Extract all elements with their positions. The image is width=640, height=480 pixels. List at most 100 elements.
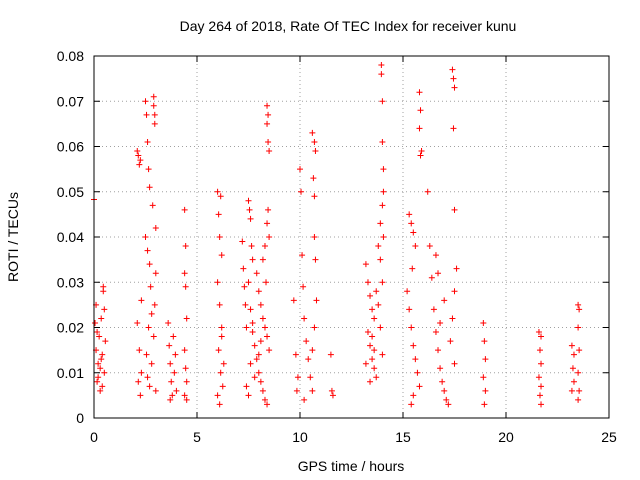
data-point xyxy=(266,234,273,240)
data-point xyxy=(182,365,189,372)
data-point xyxy=(255,369,262,376)
data-point xyxy=(570,378,577,385)
data-point xyxy=(369,306,376,313)
data-point xyxy=(101,369,108,376)
data-point xyxy=(150,333,157,340)
data-point xyxy=(437,365,444,372)
data-point xyxy=(409,265,416,272)
data-point xyxy=(294,374,301,381)
data-point xyxy=(576,347,583,354)
data-point xyxy=(443,396,450,403)
data-point xyxy=(406,211,413,218)
data-point xyxy=(99,351,106,358)
data-point xyxy=(137,392,144,399)
data-point xyxy=(538,360,545,367)
data-point xyxy=(576,387,583,394)
data-point xyxy=(453,265,460,272)
data-point xyxy=(309,387,316,394)
data-point xyxy=(418,148,425,155)
data-point xyxy=(293,387,300,394)
data-point xyxy=(245,197,252,204)
y-tick-label: 0.03 xyxy=(57,274,84,290)
data-point xyxy=(181,347,188,354)
data-point xyxy=(481,401,488,408)
data-point xyxy=(167,396,174,403)
data-point xyxy=(367,342,374,349)
data-point xyxy=(264,401,271,408)
y-axis-label: ROTI / TECUs xyxy=(5,192,21,282)
data-point xyxy=(264,333,271,340)
data-point xyxy=(408,324,415,331)
data-point xyxy=(259,315,266,322)
data-point xyxy=(408,220,415,227)
data-point xyxy=(239,238,246,245)
data-point xyxy=(292,351,299,358)
data-point xyxy=(247,360,254,367)
data-point xyxy=(538,401,545,408)
data-point xyxy=(424,188,431,195)
data-point xyxy=(95,374,102,381)
y-tick-label: 0.08 xyxy=(57,48,84,64)
data-point xyxy=(181,206,188,213)
data-point xyxy=(373,288,380,295)
data-point xyxy=(170,333,177,340)
data-point xyxy=(97,365,104,372)
data-point xyxy=(94,378,101,385)
data-point xyxy=(167,360,174,367)
data-point xyxy=(369,356,376,363)
data-point xyxy=(377,256,384,263)
data-point xyxy=(261,396,268,403)
data-point xyxy=(243,324,250,331)
data-point xyxy=(182,283,189,290)
data-point xyxy=(432,329,439,336)
data-point xyxy=(102,338,109,345)
data-point xyxy=(143,351,150,358)
data-point xyxy=(406,306,413,313)
data-point xyxy=(329,392,336,399)
data-point xyxy=(568,342,575,349)
data-point xyxy=(364,279,371,286)
x-tick-label: 5 xyxy=(193,429,201,445)
data-point xyxy=(449,315,456,322)
data-point xyxy=(568,387,575,394)
data-point xyxy=(410,342,417,349)
data-point xyxy=(404,288,411,295)
data-point xyxy=(266,347,273,354)
data-point xyxy=(364,329,371,336)
data-point xyxy=(373,374,380,381)
data-point xyxy=(538,383,545,390)
data-point xyxy=(451,288,458,295)
data-point xyxy=(146,383,153,390)
data-point xyxy=(301,396,308,403)
data-point xyxy=(310,175,317,182)
data-point xyxy=(450,75,457,82)
data-point xyxy=(328,387,335,394)
data-point xyxy=(480,374,487,381)
data-point xyxy=(246,206,253,213)
data-point xyxy=(249,319,256,326)
data-point xyxy=(136,161,143,168)
data-point xyxy=(147,283,154,290)
data-point xyxy=(311,234,318,240)
data-point xyxy=(441,297,448,304)
y-tick-label: 0 xyxy=(76,410,84,426)
data-point xyxy=(377,220,384,227)
data-point xyxy=(445,401,452,408)
data-point xyxy=(96,333,103,340)
data-point xyxy=(136,347,143,354)
data-point xyxy=(299,252,306,259)
data-point xyxy=(327,351,334,358)
data-point xyxy=(447,338,454,345)
data-point xyxy=(145,166,152,173)
data-point xyxy=(144,374,151,381)
data-point xyxy=(165,319,172,326)
data-point xyxy=(259,256,266,263)
data-point xyxy=(410,392,417,399)
data-point xyxy=(152,270,159,277)
data-point xyxy=(297,166,303,173)
x-tick-label: 0 xyxy=(90,429,98,445)
data-point xyxy=(309,129,316,136)
data-point xyxy=(100,288,107,295)
data-point xyxy=(98,356,105,363)
data-point xyxy=(313,297,320,304)
